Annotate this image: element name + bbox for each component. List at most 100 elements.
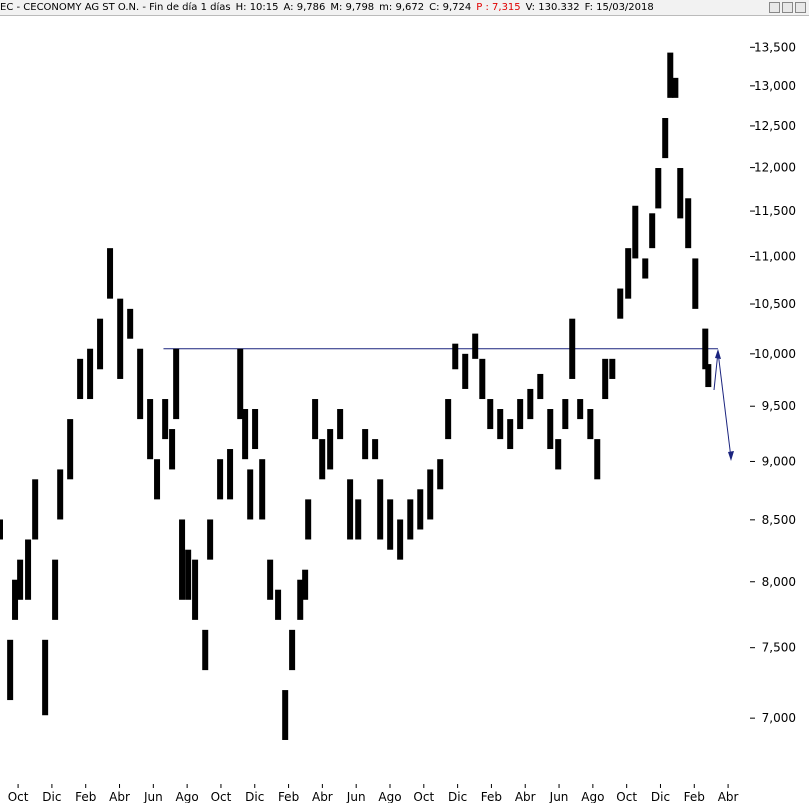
price-bar (562, 399, 569, 430)
price-bar (537, 373, 544, 400)
price-bar (609, 358, 616, 379)
price-bar (97, 318, 104, 370)
price-bar (655, 168, 662, 209)
header-field: m: 9,672 (379, 2, 425, 13)
price-bar (569, 318, 576, 379)
x-tick-label: Ago (378, 790, 401, 803)
price-bar (685, 198, 692, 249)
x-tick-label: Dic (245, 790, 264, 803)
price-bar (472, 333, 479, 359)
x-tick-label: Oct (616, 790, 637, 803)
header-field: V: 130.332 (525, 2, 580, 13)
header-field: EC - CECONOMY AG ST O.N. - Fin de día 1 … (0, 2, 231, 13)
y-tick-label: 11,000 (754, 249, 796, 263)
price-bar (217, 459, 224, 500)
price-bar (87, 348, 94, 400)
x-tick-label: Jun (549, 790, 569, 803)
x-tick-label: Abr (718, 790, 739, 803)
y-tick-label: 11,500 (754, 204, 796, 218)
price-bar (377, 479, 384, 540)
price-bar (252, 409, 259, 450)
price-bar (452, 343, 459, 370)
price-bar (407, 499, 414, 540)
price-bar (462, 353, 469, 389)
price-bar (32, 479, 39, 540)
price-bar (662, 118, 669, 159)
price-bar (67, 419, 74, 480)
arrow-head (715, 349, 721, 359)
price-bar (202, 629, 209, 671)
x-tick-label: Oct (8, 790, 29, 803)
price-bar (594, 439, 601, 480)
price-bar (302, 569, 309, 600)
price-bar (327, 429, 334, 470)
price-bar (162, 399, 169, 440)
y-tick-label: 12,500 (754, 119, 796, 133)
y-tick-label: 7,500 (762, 641, 796, 655)
x-tick-label: Oct (413, 790, 434, 803)
price-bar (479, 358, 486, 400)
price-bar (282, 690, 289, 740)
x-tick-label: Feb (481, 790, 502, 803)
price-bar (555, 439, 562, 470)
price-bar (147, 399, 154, 460)
price-bar (602, 358, 609, 400)
arrow-down (717, 351, 732, 459)
price-bar (587, 409, 594, 440)
price-bar (347, 479, 354, 540)
price-bar (179, 519, 186, 600)
restore-button[interactable] (782, 2, 793, 13)
price-bar (387, 499, 394, 550)
price-bar (362, 429, 369, 460)
price-bar (242, 409, 249, 460)
header-bar: EC - CECONOMY AG ST O.N. - Fin de día 1 … (0, 0, 809, 16)
price-bar (319, 439, 326, 480)
x-tick-label: Abr (109, 790, 130, 803)
price-bar (267, 559, 274, 600)
price-bar (372, 439, 379, 460)
price-bar (17, 559, 24, 600)
price-bar (527, 388, 534, 420)
price-bar (275, 589, 282, 620)
price-bar (173, 348, 180, 420)
y-tick-label: 7,000 (762, 711, 796, 725)
price-bar (672, 77, 679, 98)
header-field: C: 9,724 (429, 2, 472, 13)
price-bar (169, 429, 176, 470)
price-bar (617, 288, 624, 319)
arrow-head (728, 451, 734, 461)
close-button[interactable] (795, 2, 806, 13)
price-bar (427, 469, 434, 520)
price-bar (642, 258, 649, 279)
price-bar (649, 213, 656, 249)
y-tick-label: 8,500 (762, 513, 796, 527)
price-bar (417, 489, 424, 530)
x-tick-label: Feb (684, 790, 705, 803)
header-field: F: 15/03/2018 (584, 2, 654, 13)
price-bar (437, 459, 444, 490)
price-bar (517, 399, 524, 430)
header-field: H: 10:15 (235, 2, 279, 13)
price-bar (7, 639, 14, 701)
x-tick-label: Jun (346, 790, 366, 803)
price-bar (677, 168, 684, 219)
price-bar (107, 248, 114, 299)
price-bar (154, 459, 161, 500)
x-tick-label: Ago (176, 790, 199, 803)
price-bar (52, 559, 59, 620)
x-tick-label: Dic (651, 790, 670, 803)
price-bar (289, 629, 296, 671)
price-bar (337, 409, 344, 440)
price-bar (445, 399, 452, 440)
price-bar (547, 409, 554, 450)
minimize-button[interactable] (769, 2, 780, 13)
x-tick-label: Dic (42, 790, 61, 803)
price-bar (705, 364, 712, 388)
y-tick-label: 9,000 (762, 454, 796, 468)
price-bar (137, 348, 144, 420)
x-tick-label: Abr (312, 790, 333, 803)
price-bar (305, 499, 312, 540)
price-bar (692, 258, 699, 309)
